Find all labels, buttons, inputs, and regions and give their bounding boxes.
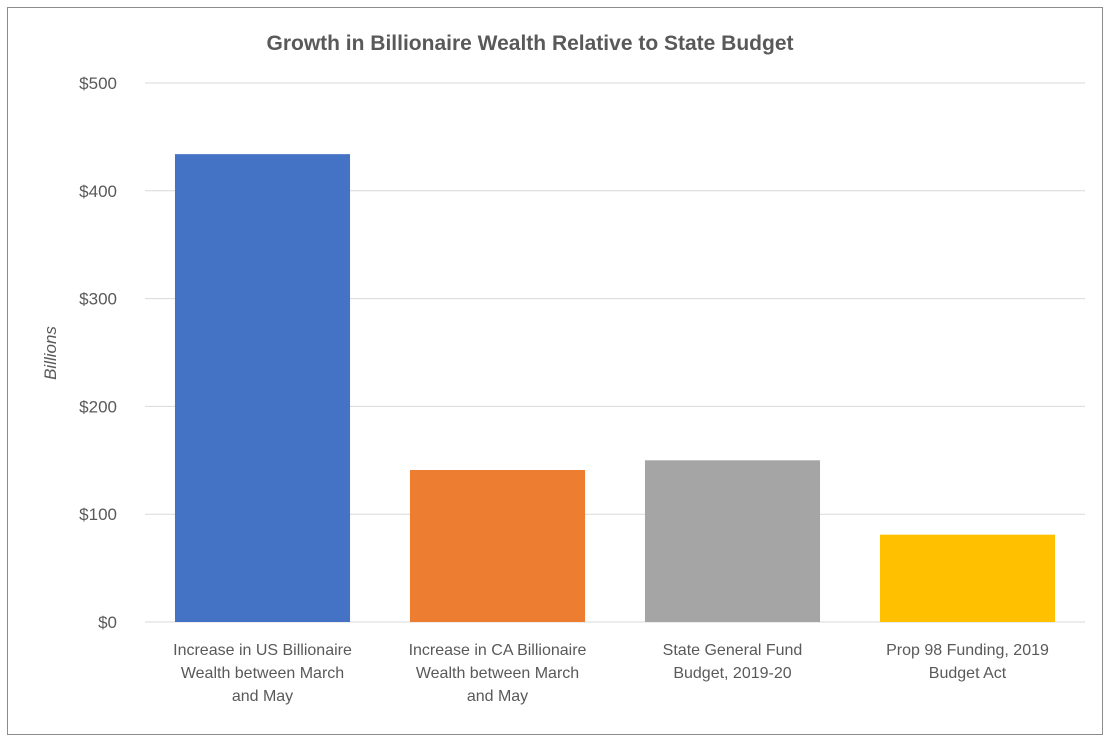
y-axis-label: Billions [41,326,60,380]
bars [174,154,1056,622]
y-tick-label: $500 [79,74,117,93]
bar [644,460,821,622]
y-tick-label: $100 [79,505,117,524]
x-category-label: Increase in CA Billionaire Wealth between… [409,642,587,705]
y-tick-label: $200 [79,397,117,416]
x-axis-categories: Increase in US Billionaire Wealth between… [173,642,1049,705]
x-category-label: State General Fund Budget, 2019-20 [663,642,803,682]
y-axis-ticks: $0 $100 $200 $300 $400 $500 [79,74,117,632]
y-tick-label: $400 [79,182,117,201]
bar [879,534,1056,622]
y-tick-label: $0 [98,613,117,632]
bar [174,154,351,622]
bar [409,470,586,622]
x-category-label: Increase in US Billionaire Wealth between… [173,642,352,705]
chart-title: Growth in Billionaire Wealth Relative to… [266,32,793,55]
y-tick-label: $300 [79,290,117,309]
x-category-label: Prop 98 Funding, 2019 Budget Act [886,642,1049,682]
